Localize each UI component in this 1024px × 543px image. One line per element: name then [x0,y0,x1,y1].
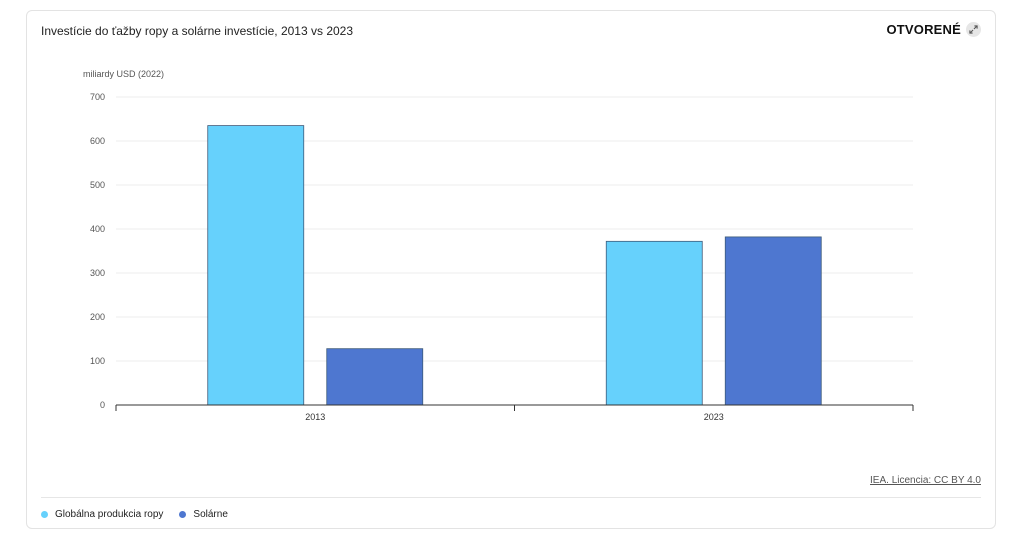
y-tick-label: 600 [90,136,105,146]
open-button[interactable]: OTVORENÉ [886,22,981,37]
y-tick-label: 300 [90,268,105,278]
y-tick-label: 500 [90,180,105,190]
legend-swatch-solar [179,511,187,518]
y-tick-label: 700 [90,92,105,102]
y-tick-label: 400 [90,224,105,234]
bars [207,125,822,406]
y-tick-label: 0 [100,400,105,410]
bar-2013-oil [207,125,305,406]
y-axis-label: miliardy USD (2022) [83,69,164,79]
bar-2013-solar [326,348,424,406]
legend-label-solar: Solárne [193,509,228,520]
legend-item-solar[interactable]: Solárne [179,509,228,520]
bar-2023-oil [605,240,703,406]
legend-item-oil[interactable]: Globálna produkcia ropy [41,509,163,520]
legend-label-oil: Globálna produkcia ropy [55,509,164,520]
chart-title: Investície do ťažby ropy a solárne inves… [41,24,354,38]
bar-2023-solar [724,236,822,406]
source-link[interactable]: IEA. Licencia: CC BY 4.0 [870,475,981,486]
y-tick-label: 100 [90,356,105,366]
x-axis [115,404,914,411]
open-button-label: OTVORENÉ [886,22,961,37]
legend-divider [41,497,981,498]
y-tick-label: 200 [90,312,105,322]
x-tick-label: 2013 [305,412,325,422]
chart-card: Investície do ťažby ropy a solárne inves… [26,10,996,529]
expand-icon [966,22,981,37]
legend: Globálna produkcia ropy Solárne [41,509,228,520]
x-tick-labels: 2013 2023 [305,412,724,422]
legend-swatch-oil [41,511,48,518]
y-tick-labels: 0 100 200 300 400 500 600 700 [90,92,105,410]
x-tick-label: 2023 [704,412,724,422]
bar-chart: miliardy USD (2022) 0 100 200 300 400 500 600 7… [83,69,914,422]
